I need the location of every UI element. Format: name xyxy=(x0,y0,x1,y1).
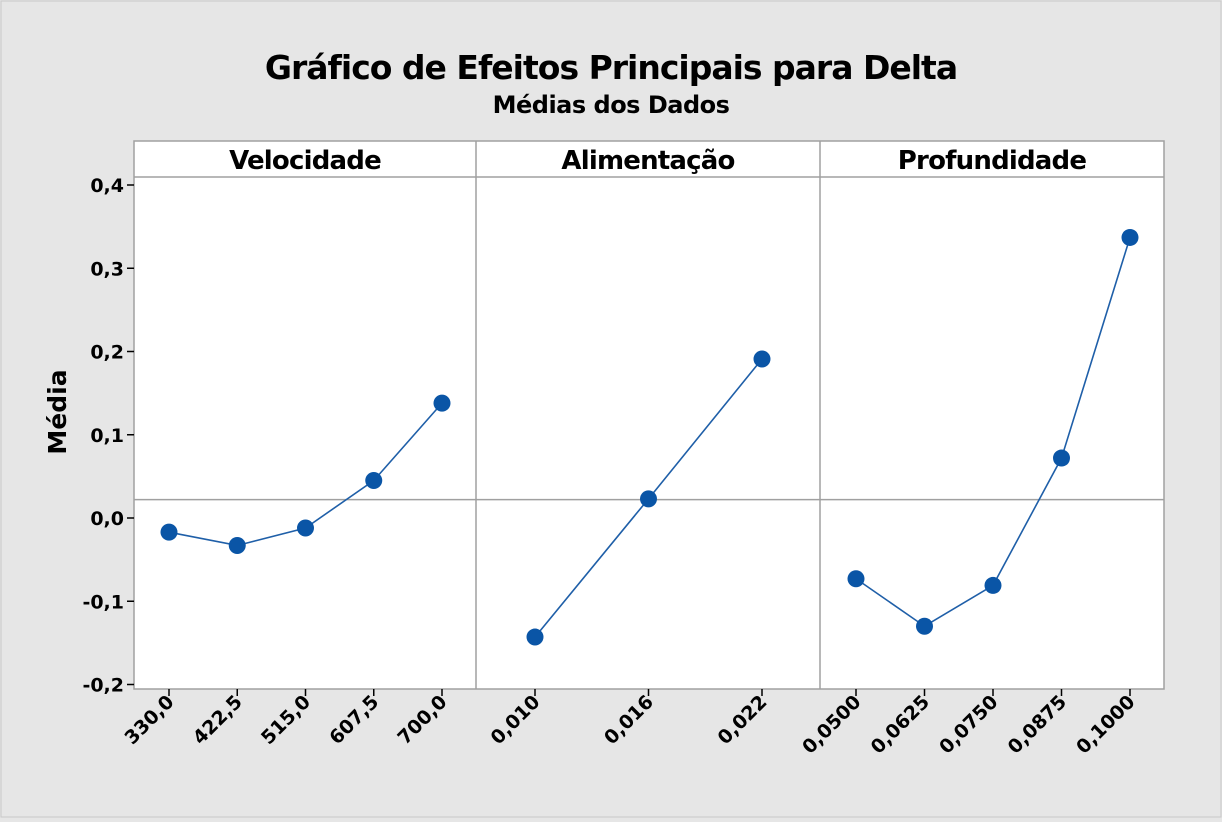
data-point xyxy=(916,617,933,635)
data-point xyxy=(1121,228,1139,246)
y-tick-label: -0,2 xyxy=(82,675,124,697)
data-point xyxy=(847,570,865,588)
y-tick-label: -0,1 xyxy=(82,591,124,613)
panel-label: Velocidade xyxy=(229,146,381,176)
panel-label: Profundidade xyxy=(898,146,1087,176)
y-axis-label: Média xyxy=(43,369,72,454)
panel-label: Alimentação xyxy=(561,146,734,176)
data-point xyxy=(984,576,1002,594)
data-point xyxy=(753,350,771,368)
y-tick-label: 0,1 xyxy=(90,425,124,447)
data-point xyxy=(228,536,246,554)
y-tick-label: 0,0 xyxy=(90,508,124,530)
data-point xyxy=(160,523,178,541)
data-point xyxy=(433,394,451,412)
chart-title: Gráfico de Efeitos Principais para Delta xyxy=(265,48,957,87)
y-tick-label: 0,2 xyxy=(90,342,124,364)
data-point xyxy=(526,628,544,646)
y-tick-label: 0,3 xyxy=(90,258,124,280)
data-point xyxy=(1053,449,1070,467)
data-point xyxy=(640,490,657,508)
chart-subtitle: Médias dos Dados xyxy=(493,91,730,119)
data-point xyxy=(365,472,383,490)
data-point xyxy=(297,519,314,537)
y-tick-label: 0,4 xyxy=(90,175,124,197)
plot-frame xyxy=(133,140,1165,690)
